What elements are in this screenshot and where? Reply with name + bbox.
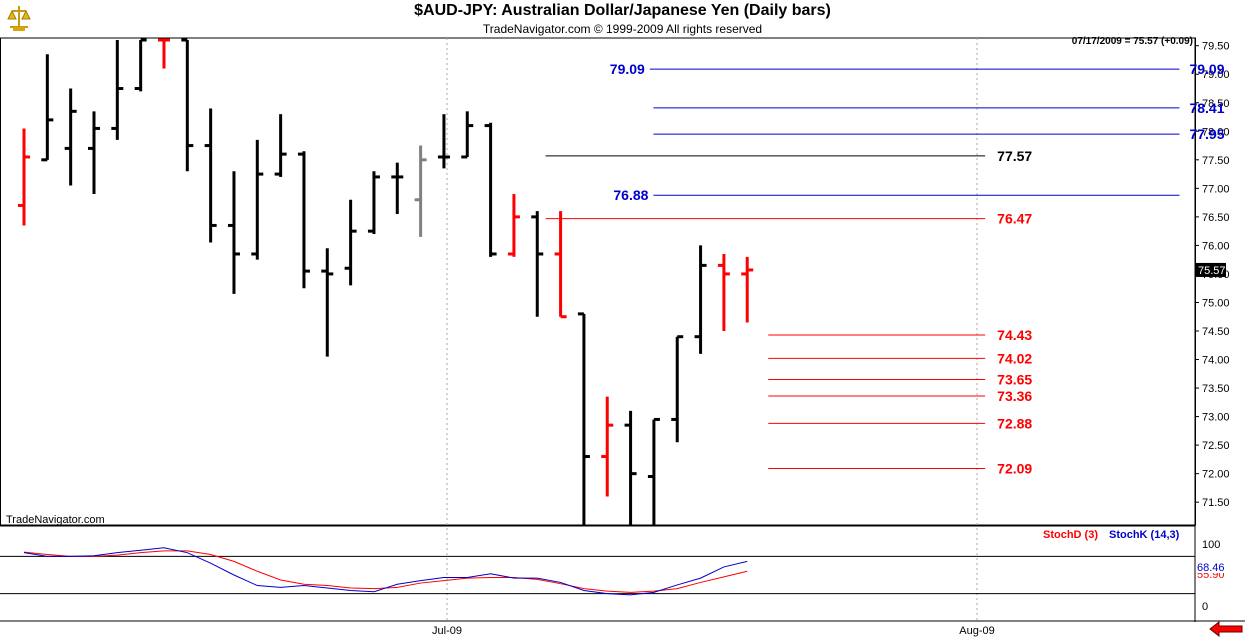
level-label: 73.65 [997, 372, 1032, 388]
ohlc-bar [741, 256, 754, 323]
ohlc-bar [531, 211, 544, 317]
price-panel-frame [0, 37, 1196, 526]
level-label: 76.47 [997, 211, 1032, 227]
y-tick-label: 79.00 [1202, 69, 1230, 81]
ohlc-bar [227, 171, 240, 294]
level-label: 79.09 [1189, 61, 1224, 77]
gold-scale-icon [7, 6, 31, 31]
y-tick-label: 74.00 [1202, 355, 1230, 367]
level-label: 74.43 [997, 327, 1032, 343]
y-tick-label: 75.00 [1202, 297, 1230, 309]
level-label: 77.57 [997, 148, 1032, 164]
stoch-line-k [23, 547, 748, 596]
level-label: 78.41 [1189, 100, 1224, 116]
ohlc-bar [181, 38, 194, 172]
y-tick-label: 76.00 [1202, 240, 1230, 252]
ohlc-bar [367, 171, 380, 234]
y-tick-label: 71.50 [1202, 497, 1230, 509]
level-label: 74.02 [997, 350, 1032, 366]
stoch-tick-label: 0 [1202, 601, 1208, 613]
x-tick-label: Jul-09 [432, 625, 462, 637]
last-price-label: 75.57 [1198, 265, 1226, 277]
ohlc-bar [344, 199, 357, 286]
y-tick-label: 72.50 [1202, 440, 1230, 452]
ohlc-bar [204, 108, 217, 243]
chart-title: $AUD-JPY: Australian Dollar/Japanese Yen… [414, 2, 831, 19]
ohlc-bar [624, 410, 637, 525]
y-tick-label: 79.50 [1202, 41, 1230, 53]
last-price-box [1196, 262, 1226, 277]
ohlc-bar [507, 194, 520, 257]
stoch-line-d [23, 550, 748, 593]
watermark: TradeNavigator.com [6, 514, 105, 526]
ohlc-bar [414, 145, 427, 237]
ohlc-bar [484, 122, 497, 257]
y-tick-label: 73.00 [1202, 412, 1230, 424]
ohlc-bar [321, 248, 334, 357]
ohlc-bar [134, 38, 147, 92]
y-tick-label: 74.50 [1202, 326, 1230, 338]
ohlc-bar [577, 312, 590, 525]
y-tick-label: 76.50 [1202, 212, 1230, 224]
stoch-last-label: 68.46 [1197, 562, 1225, 574]
level-label: 77.95 [1189, 126, 1224, 142]
price-readout: 07/17/2009 = 75.57 (+0.09) [1071, 36, 1193, 47]
level-label: 72.88 [997, 415, 1032, 431]
level-label: 72.09 [997, 461, 1032, 477]
y-tick-label: 78.00 [1202, 126, 1230, 138]
y-tick-label: 72.00 [1202, 469, 1230, 481]
ohlc-bar [717, 253, 730, 331]
ohlc-bar [111, 40, 124, 140]
ohlc-bar [671, 335, 684, 443]
ohlc-bar [461, 111, 474, 159]
level-label: 73.36 [997, 388, 1032, 404]
legend-stochd[interactable]: StochD (3) [1043, 529, 1098, 541]
y-tick-label: 78.50 [1202, 98, 1230, 110]
ohlc-bar [157, 38, 170, 69]
copyright-text: TradeNavigator.com © 1999-2009 All right… [482, 22, 763, 36]
ohlc-bar [18, 128, 30, 226]
ohlc-bar [274, 114, 287, 177]
ohlc-bar [601, 396, 614, 497]
ohlc-bar [647, 417, 660, 525]
level-label: 79.09 [610, 61, 645, 77]
ohlc-bar [251, 139, 264, 260]
ohlc-bar [41, 54, 54, 162]
legend-stochk[interactable]: StochK (14,3) [1109, 529, 1180, 541]
ohlc-bar [64, 88, 77, 186]
ohlc-bar [437, 114, 450, 169]
stoch-tick-label: 100 [1202, 539, 1220, 551]
ohlc-bar [391, 162, 404, 215]
y-tick-label: 77.50 [1202, 155, 1230, 167]
level-label: 76.88 [613, 187, 648, 203]
ohlc-bar [694, 245, 707, 354]
ohlc-bar [554, 211, 567, 319]
ohlc-bar [87, 111, 100, 195]
left-arrow-icon[interactable] [1209, 621, 1243, 637]
y-tick-label: 77.00 [1202, 183, 1230, 195]
y-tick-label: 73.50 [1202, 383, 1230, 395]
x-tick-label: Aug-09 [959, 625, 994, 637]
stoch-last-box [1196, 560, 1226, 573]
ohlc-bar [297, 151, 310, 289]
